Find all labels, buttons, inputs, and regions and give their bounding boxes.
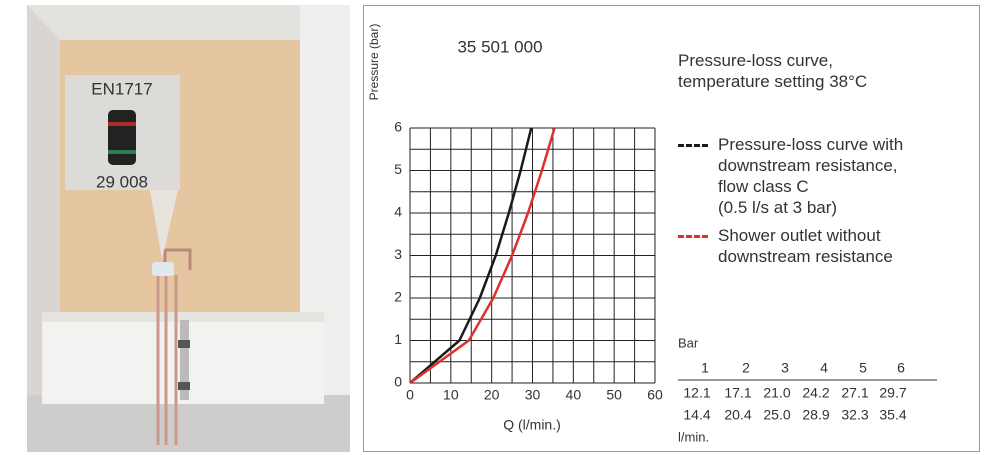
table-header: 4: [820, 360, 828, 376]
illustration: EN1717 29 008: [27, 5, 350, 452]
callout-label: EN1717: [91, 79, 152, 98]
cartridge-band: [108, 150, 136, 154]
x-tick-label: 10: [443, 387, 459, 403]
table-cell: 28.9: [802, 407, 829, 423]
x-tick-label: 0: [406, 387, 414, 403]
legend-marker: [678, 144, 708, 147]
valve: [152, 262, 174, 276]
x-tick-label: 60: [647, 387, 663, 403]
legend-marker: [678, 235, 708, 238]
chart-frame: [363, 5, 980, 452]
table-header: 3: [781, 360, 789, 376]
y-tick-label: 6: [394, 119, 402, 135]
cartridge-band: [108, 122, 136, 126]
y-tick-label: 0: [394, 374, 402, 390]
y-tick-label: 2: [394, 289, 402, 305]
table-cell: 21.0: [763, 385, 790, 401]
pipe-loop: [163, 248, 192, 270]
x-axis-label: Q (l/min.): [503, 417, 561, 433]
series-line: [409, 127, 533, 384]
series-line: [409, 127, 556, 385]
table-cell: 24.2: [802, 385, 829, 401]
table-cell: 12.1: [683, 385, 710, 401]
cartridge-icon: [108, 110, 136, 165]
fitting: [178, 340, 190, 348]
table-cell: 14.4: [683, 407, 710, 423]
shower-rail: [180, 320, 189, 400]
table-cell: 17.1: [724, 385, 751, 401]
chart-title: 35 501 000: [457, 37, 542, 56]
legend-label: Pressure-loss curve with downstream resi…: [718, 135, 904, 217]
x-tick-label: 20: [484, 387, 500, 403]
table-unit: Bar: [678, 335, 699, 350]
x-tick-label: 50: [606, 387, 622, 403]
y-axis-label: Pressure (bar): [367, 24, 381, 101]
pipes: [156, 270, 178, 445]
table-cell: 25.0: [763, 407, 790, 423]
table-header: 5: [859, 360, 867, 376]
floor: [27, 395, 350, 452]
bathtub-rim: [42, 312, 324, 322]
legend-label: Shower outlet without downstream resista…: [718, 226, 893, 266]
y-tick-label: 1: [394, 331, 402, 347]
table-cell: 32.3: [841, 407, 868, 423]
table-cell: 27.1: [841, 385, 868, 401]
x-tick-label: 40: [566, 387, 582, 403]
x-tick-label: 30: [525, 387, 541, 403]
table-header: 6: [897, 360, 905, 376]
table-header: 2: [742, 360, 750, 376]
fitting: [178, 382, 190, 390]
y-tick-label: 4: [394, 204, 402, 220]
table-header: 1: [701, 360, 709, 376]
table-unit: l/min.: [678, 429, 709, 444]
y-tick-label: 5: [394, 161, 402, 177]
table-cell: 29.7: [879, 385, 906, 401]
table-cell: 20.4: [724, 407, 751, 423]
y-tick-label: 3: [394, 246, 402, 262]
legend-title: Pressure-loss curve, temperature setting…: [678, 51, 868, 91]
callout-pointer: [150, 190, 178, 260]
callout-label: 29 008: [96, 172, 148, 191]
table-cell: 35.4: [879, 407, 906, 423]
